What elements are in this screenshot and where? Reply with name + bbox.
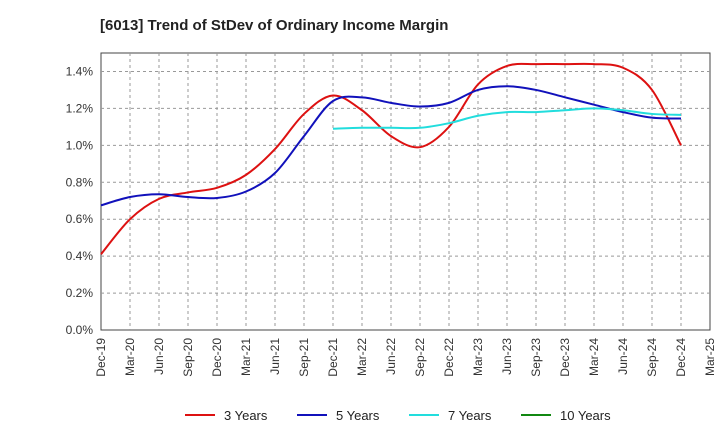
series-layer [100, 62, 682, 255]
x-tick-label: Jun-21 [268, 338, 282, 375]
y-tick-label: 1.2% [66, 101, 94, 115]
x-tick-label: Sep-22 [413, 338, 427, 377]
y-tick-label: 1.0% [66, 138, 94, 152]
x-tick-label: Mar-25 [703, 338, 717, 376]
x-tick-label: Sep-20 [181, 338, 195, 377]
y-tick-label: 0.0% [66, 323, 94, 337]
legend-label: 10 Years [560, 408, 611, 423]
x-tick-label: Jun-24 [616, 338, 630, 375]
x-tick-label: Dec-19 [94, 338, 108, 377]
x-tick-label: Dec-22 [442, 338, 456, 377]
x-tick-label: Jun-22 [384, 338, 398, 375]
y-tick-label: 0.4% [66, 249, 94, 263]
x-tick-label: Mar-21 [239, 338, 253, 376]
y-tick-label: 0.2% [66, 286, 94, 300]
x-tick-label: Mar-23 [471, 338, 485, 376]
y-tick-label: 0.6% [66, 212, 94, 226]
x-tick-label: Dec-21 [326, 338, 340, 377]
legend-label: 3 Years [224, 408, 268, 423]
x-tick-label: Dec-23 [558, 338, 572, 377]
x-tick-label: Mar-24 [587, 338, 601, 376]
x-tick-label: Sep-23 [529, 338, 543, 377]
legend-label: 5 Years [336, 408, 380, 423]
y-tick-label: 0.8% [66, 175, 94, 189]
y-tick-label: 1.4% [66, 64, 94, 78]
x-tick-label: Sep-24 [645, 338, 659, 377]
series-line-7-years [332, 107, 682, 130]
x-tick-label: Mar-20 [123, 338, 137, 376]
legend-label: 7 Years [448, 408, 492, 423]
chart-title: [6013] Trend of StDev of Ordinary Income… [100, 17, 448, 34]
series-line-3-years [100, 62, 682, 255]
axis-layer: 0.0% 0.2% 0.4% 0.6% 0.8% 1.0% 1.2% 1.4% Dec-19 Ma… [66, 64, 717, 376]
x-tick-label: Mar-22 [355, 338, 369, 376]
x-tick-label: Jun-23 [500, 338, 514, 375]
legend: 3 Years 5 Years 7 Years 10 Years [185, 408, 611, 423]
x-tick-label: Dec-24 [674, 338, 688, 377]
x-tick-label: Sep-21 [297, 338, 311, 377]
series-line-5-years [100, 85, 682, 207]
x-tick-label: Jun-20 [152, 338, 166, 375]
x-tick-label: Dec-20 [210, 338, 224, 377]
